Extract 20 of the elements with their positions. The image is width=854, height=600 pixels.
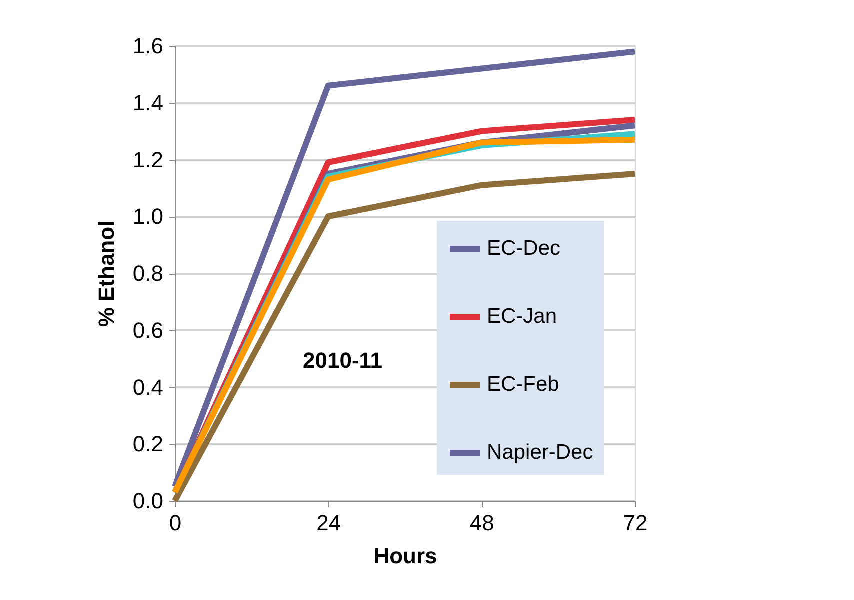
y-tick-label: 0.2 (132, 432, 164, 457)
legend-label: Napier-Dec (487, 441, 594, 464)
x-axis-title: Hours (374, 544, 438, 568)
x-tick-label: 48 (470, 510, 494, 536)
y-tick-label: 0.0 (132, 488, 164, 514)
annotation: 2010-11 (303, 348, 383, 373)
x-tick-label: 0 (169, 510, 182, 536)
y-tick-label: 0.4 (132, 374, 164, 400)
y-tick-label: 1.0 (132, 204, 164, 230)
x-tick-label: 72 (623, 510, 648, 536)
y-axis-title: % Ethanol (94, 220, 119, 328)
y-tick-label: 1.4 (132, 90, 164, 116)
y-tick-label: 1.2 (132, 147, 164, 172)
legend-label: EC-Jan (487, 305, 558, 328)
y-tick-label: 0.6 (132, 318, 164, 343)
y-tick-label: 1.6 (132, 34, 164, 58)
legend-label: EC-Feb (487, 373, 560, 396)
legend-label: EC-Dec (487, 237, 561, 260)
x-tick-label: 24 (316, 510, 342, 536)
y-tick-label: 0.8 (132, 261, 164, 286)
